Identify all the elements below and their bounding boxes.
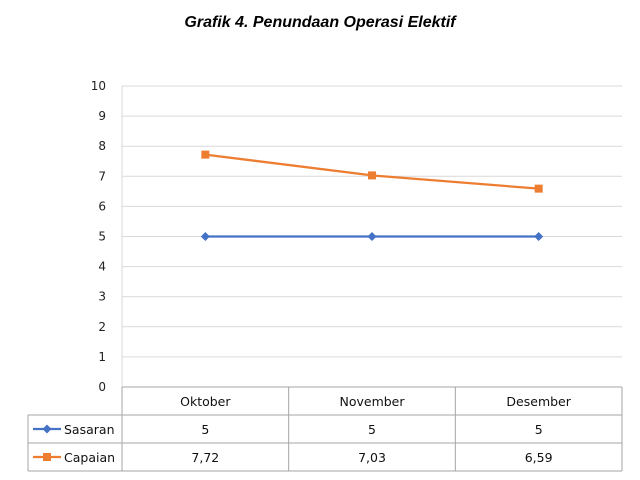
y-tick-label: 0	[98, 380, 106, 394]
x-tick-label: November	[339, 394, 405, 409]
data-label: 7,72	[191, 450, 219, 465]
data-label: 5	[368, 422, 376, 437]
data-point-sasaran	[367, 232, 377, 241]
y-tick-label: 4	[98, 260, 106, 274]
x-tick-label: Oktober	[180, 394, 231, 409]
data-point-sasaran	[534, 232, 544, 241]
data-label: 7,03	[358, 450, 386, 465]
data-point-capaian	[201, 150, 210, 159]
legend-label: Sasaran	[64, 422, 115, 437]
data-label: 6,59	[525, 450, 553, 465]
y-tick-label: 1	[98, 350, 106, 364]
data-point-capaian	[534, 184, 543, 193]
data-table: Oktober November Desember Sasaran 5 5 5 Capaian…	[27, 386, 623, 472]
y-tick-label: 9	[98, 109, 106, 123]
y-tick-label: 6	[98, 199, 106, 213]
y-tick-label: 2	[98, 320, 106, 334]
data-label: 5	[201, 422, 209, 437]
chart-title: Grafik 4. Penundaan Operasi Elektif	[184, 14, 456, 31]
y-tick-label: 10	[91, 79, 106, 93]
y-tick-label: 5	[98, 230, 106, 244]
x-tick-label: Desember	[506, 394, 571, 409]
data-point-sasaran	[200, 232, 210, 241]
gridlines	[122, 85, 622, 358]
y-axis-tick-labels: 0 1 2 3 4 5 6 7 8 9 10	[91, 79, 106, 394]
data-label: 5	[535, 422, 543, 437]
legend-label: Capaian	[64, 450, 115, 465]
legend-marker-sasaran	[42, 424, 52, 434]
legend-marker-capaian	[43, 453, 51, 461]
series-lines	[200, 150, 544, 241]
y-tick-label: 3	[98, 290, 106, 304]
data-point-capaian	[368, 171, 376, 180]
y-tick-label: 7	[98, 169, 106, 183]
y-tick-label: 8	[98, 139, 106, 153]
